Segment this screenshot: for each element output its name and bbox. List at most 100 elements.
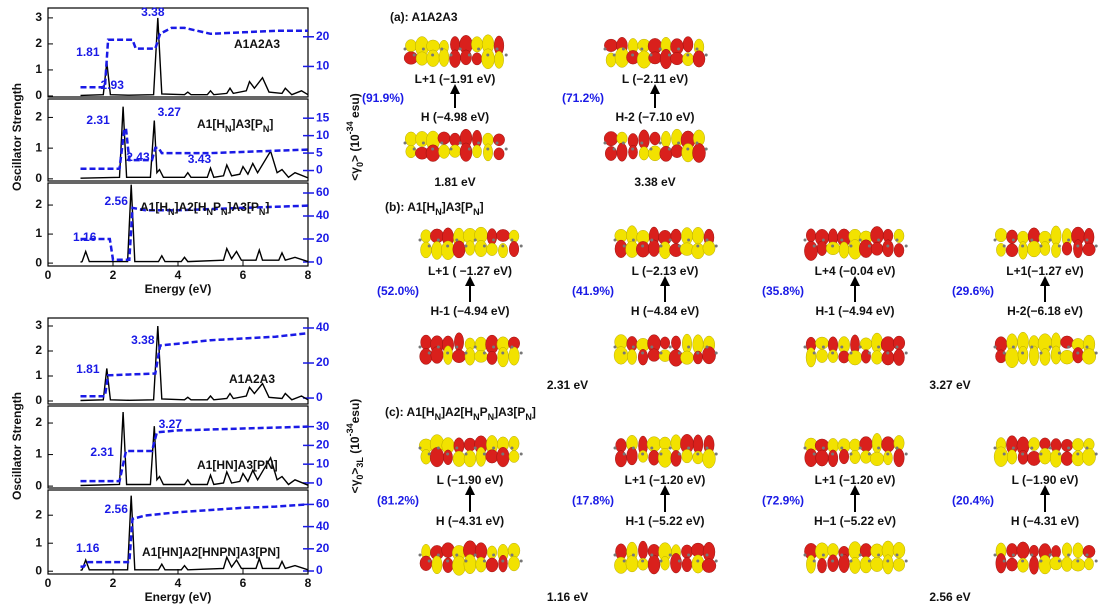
y2-tick-label: 20 [316,541,330,555]
orbital-lobe [859,556,873,574]
orbital-lobe [659,241,671,260]
x-tick-label: 4 [175,576,182,590]
excitation-energy: 2.56 eV [929,590,970,604]
text-part: A1[H [140,200,168,214]
orbital-lobe [1039,348,1051,366]
orbital-lobe [429,447,445,468]
y-tick-label: 3 [35,318,42,332]
atom [418,345,422,349]
atom [473,238,477,242]
orbital-lobe [496,447,510,468]
orbital [418,540,523,576]
orbital-lobe [1082,448,1096,466]
atom [1085,238,1089,242]
y-tick-label: 3 [35,10,42,24]
orbital-lobe [670,228,682,244]
y2-tick-label: 60 [316,497,330,511]
atom [877,446,881,450]
atom [686,53,690,57]
atom [1085,345,1089,349]
y2-tick-label: 0 [316,475,323,489]
peak-label: 3.38 [141,5,165,19]
orbital-lobe [638,540,648,560]
orbital-lobe [637,349,649,366]
atom [427,351,431,355]
cumulative-line [80,204,309,261]
atom [446,559,450,563]
atom [714,559,718,563]
atom [831,452,835,456]
atom [821,345,825,349]
atom [436,553,440,557]
atom [993,238,997,242]
atom [849,244,853,248]
orbital-lobe [420,229,432,243]
orbital-lobe [474,350,488,363]
text-part: (c): A1[H [385,405,435,419]
atom [613,238,617,242]
atom [687,553,691,557]
atom [687,238,691,242]
atom [1076,351,1080,355]
text-part: N [473,412,480,422]
orbital-lobe [661,130,671,148]
orbital-lobe [838,553,850,573]
weight: (35.8%) [762,284,804,298]
atom [641,559,645,563]
orbital-lobe [859,436,873,453]
atom [603,141,607,145]
peak-label: 2.56 [105,194,129,208]
orbital-lobe [1039,241,1051,256]
atom [877,238,881,242]
text-part: ] [265,200,269,214]
orbital-lobe [636,241,650,258]
atom [668,446,672,450]
atom [436,345,440,349]
orbital-lobe [1005,243,1019,258]
atom [641,351,645,355]
atom [519,244,523,248]
orbital-lobe [1028,437,1040,451]
orbital-lobe [437,131,451,145]
text-part: N [263,124,270,134]
atom [603,47,607,51]
orbital-lobe [871,332,883,354]
atom [464,452,468,456]
atom [993,345,997,349]
orbital-lobe [452,240,466,259]
orbital-lobe [893,228,905,243]
text-part: > [348,468,362,475]
atom [431,53,435,57]
orbital-lobe [827,554,839,572]
text-part: N [168,207,175,217]
atom [714,452,718,456]
atom [1094,452,1098,456]
orbital-lobe [1006,449,1018,465]
text-part: -34 [345,121,355,134]
atom [668,345,672,349]
orbital-lobe [616,142,628,162]
atom [895,345,899,349]
atom [858,553,862,557]
orbital-lobe [860,450,872,464]
atom [831,244,835,248]
excitation-energy: 3.27 eV [929,378,970,392]
orbital-lobe [1006,557,1018,572]
orbital [418,434,523,468]
atom [659,452,663,456]
y2-tick-label: 40 [316,519,330,533]
peak-label: 2.31 [86,113,110,127]
atom [650,553,654,557]
atom [812,559,816,563]
atom [705,238,709,242]
spectrum-line [80,411,309,487]
orbital-lobe [420,241,432,259]
orbital-lobe [419,555,433,571]
section-title: (a): A1A2A3 [390,10,458,24]
atom [492,553,496,557]
orbital-lobe [870,556,884,572]
orbital-lobe [1060,451,1074,466]
orbital-lobe [486,228,498,246]
orbital [803,540,908,575]
